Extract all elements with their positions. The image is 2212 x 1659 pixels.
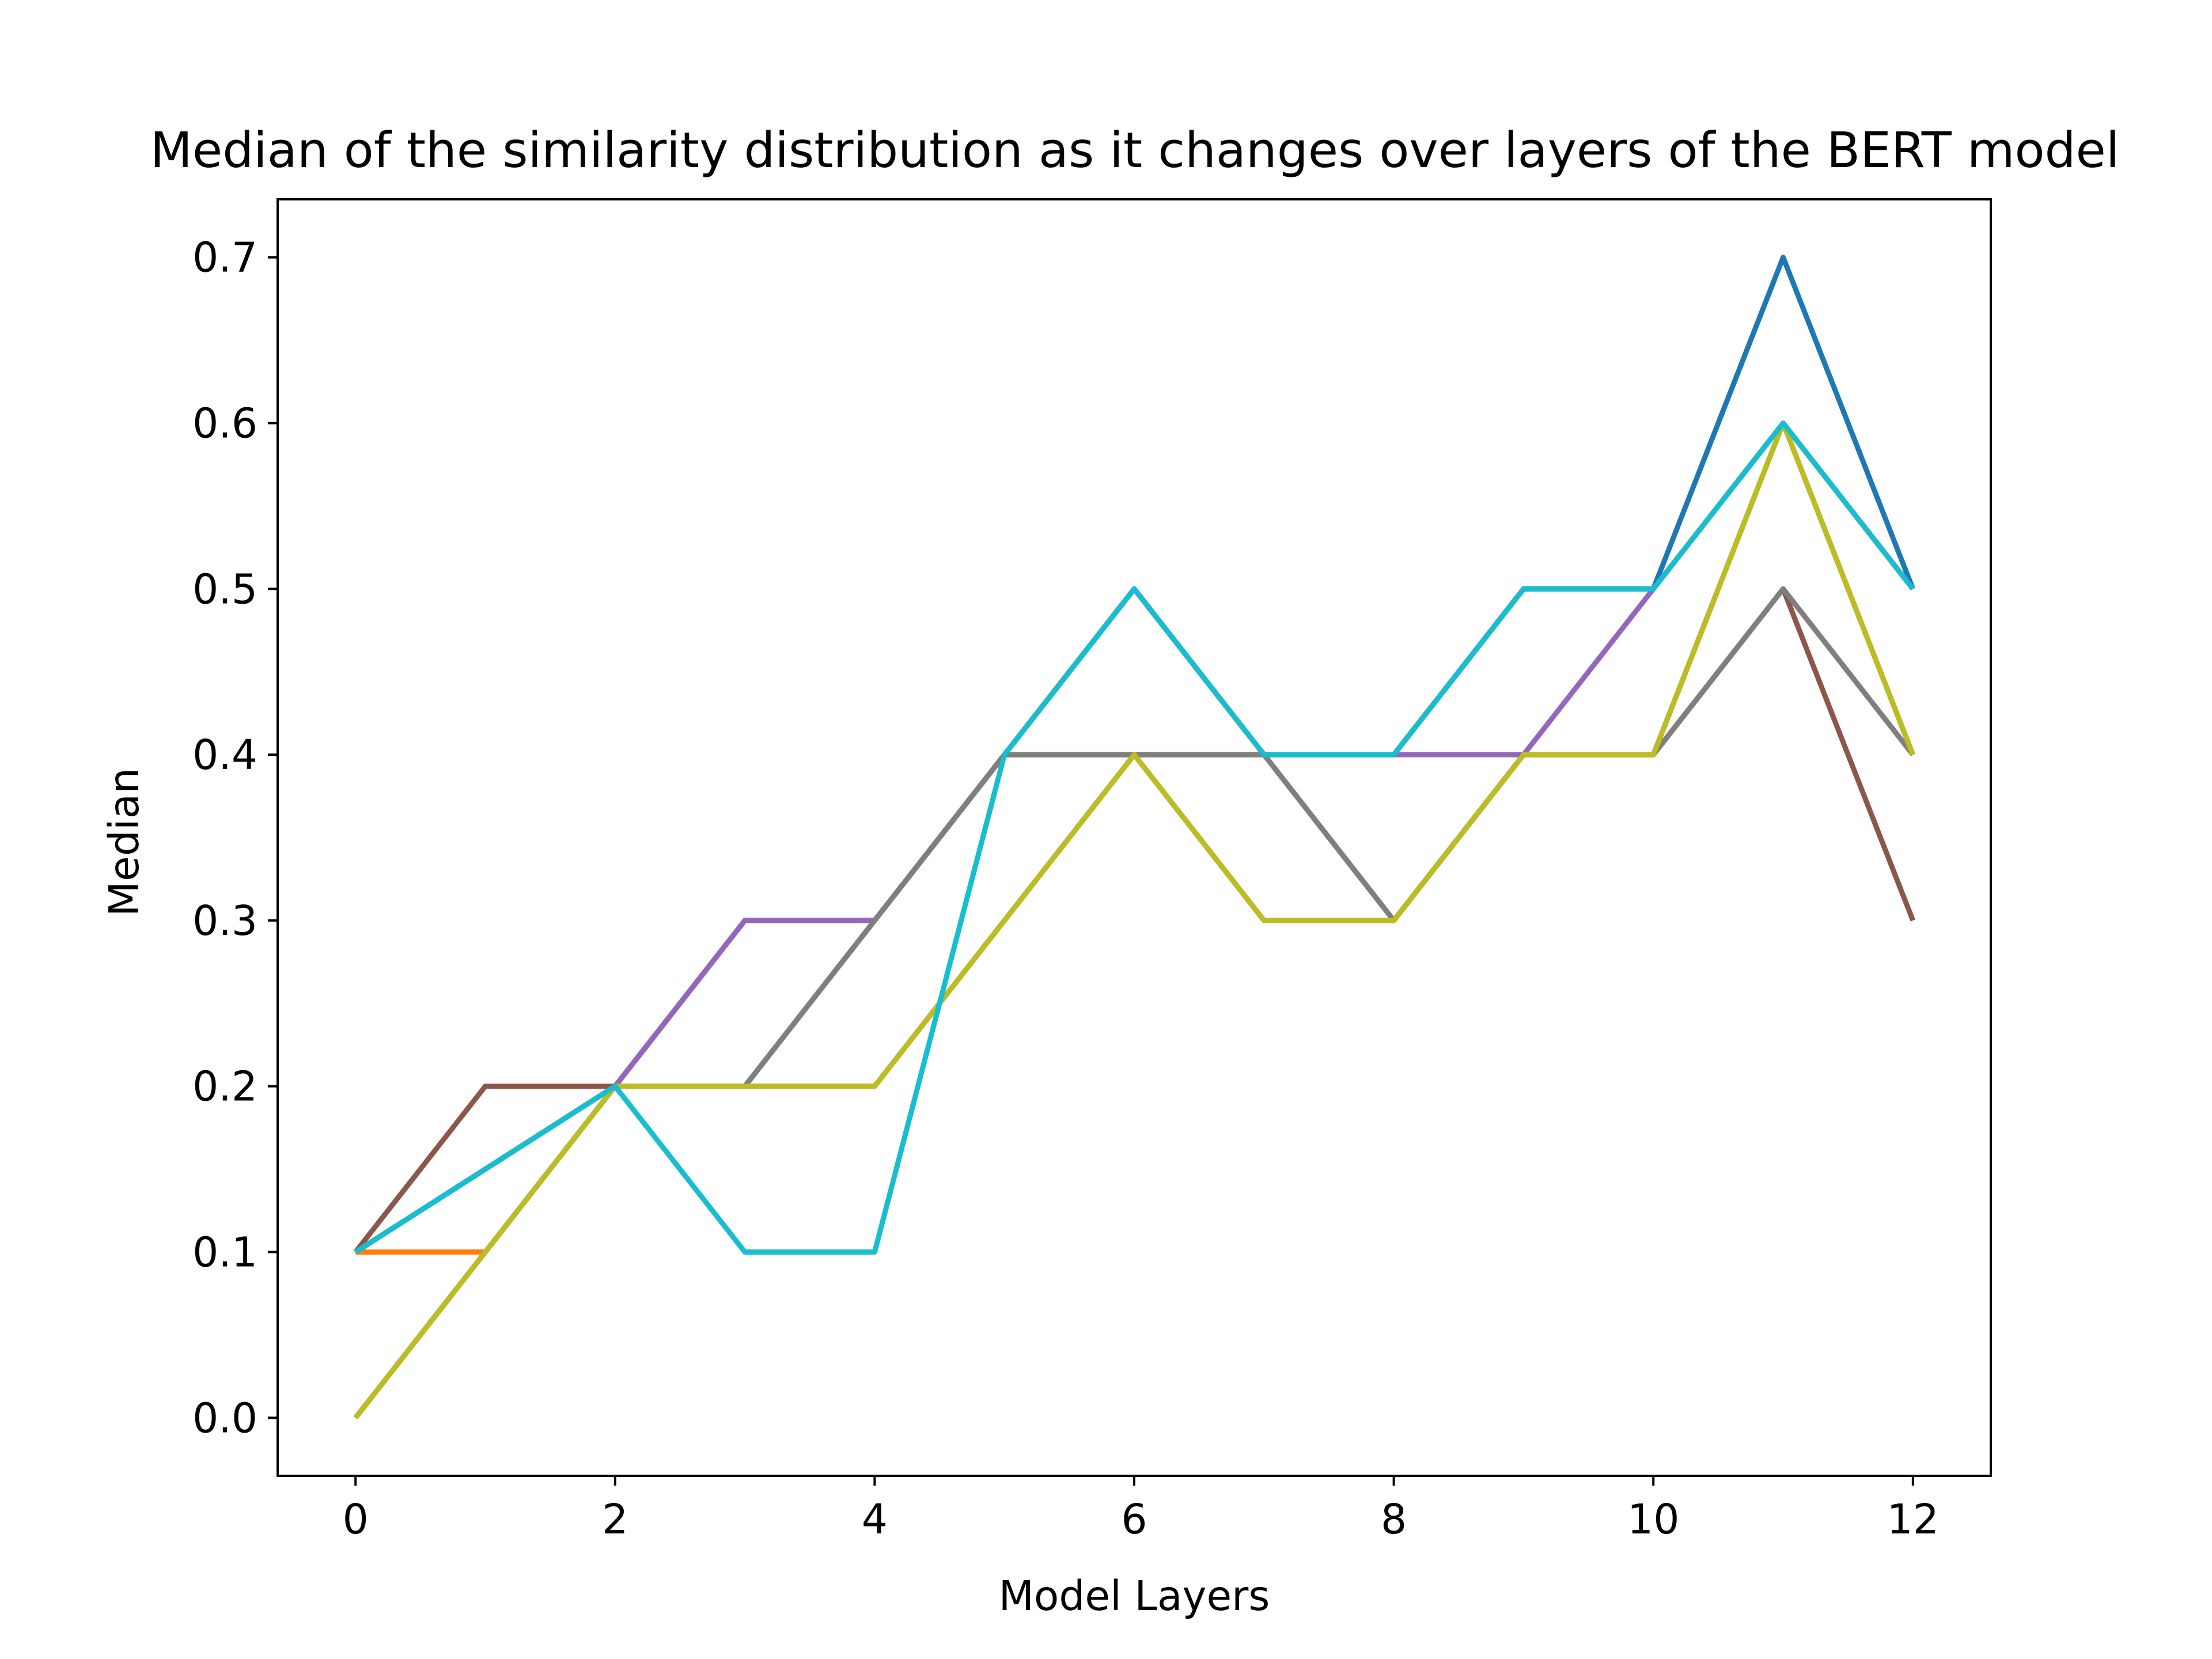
x-tick-label: 12 — [1887, 1495, 1939, 1543]
y-tick-label: 0.4 — [192, 731, 257, 779]
x-axis-ticks: 0 2 4 6 8 10 12 — [343, 1476, 1939, 1543]
y-tick-label: 0.5 — [192, 565, 257, 613]
chart-title: Median of the similarity distribution as… — [150, 122, 2120, 179]
x-tick-label: 4 — [862, 1495, 888, 1543]
x-tick-label: 6 — [1121, 1495, 1147, 1543]
y-axis-label: Median — [100, 768, 148, 916]
series-line-10 — [354, 421, 1915, 1255]
series-layer — [353, 255, 1916, 1420]
x-tick-label: 8 — [1381, 1495, 1407, 1543]
y-tick-label: 0.6 — [192, 400, 257, 448]
y-axis-ticks: 0.0 0.1 0.2 0.3 0.4 0.5 0.6 0.7 — [192, 234, 278, 1442]
x-tick-label: 2 — [602, 1495, 628, 1543]
y-tick-label: 0.7 — [192, 234, 257, 282]
x-tick-label: 10 — [1627, 1495, 1679, 1543]
y-tick-label: 0.1 — [192, 1228, 257, 1276]
x-axis-label: Model Layers — [999, 1572, 1270, 1620]
y-tick-label: 0.3 — [192, 897, 257, 945]
y-tick-label: 0.2 — [192, 1063, 257, 1111]
x-tick-label: 0 — [343, 1495, 369, 1543]
y-tick-label: 0.0 — [192, 1394, 257, 1442]
